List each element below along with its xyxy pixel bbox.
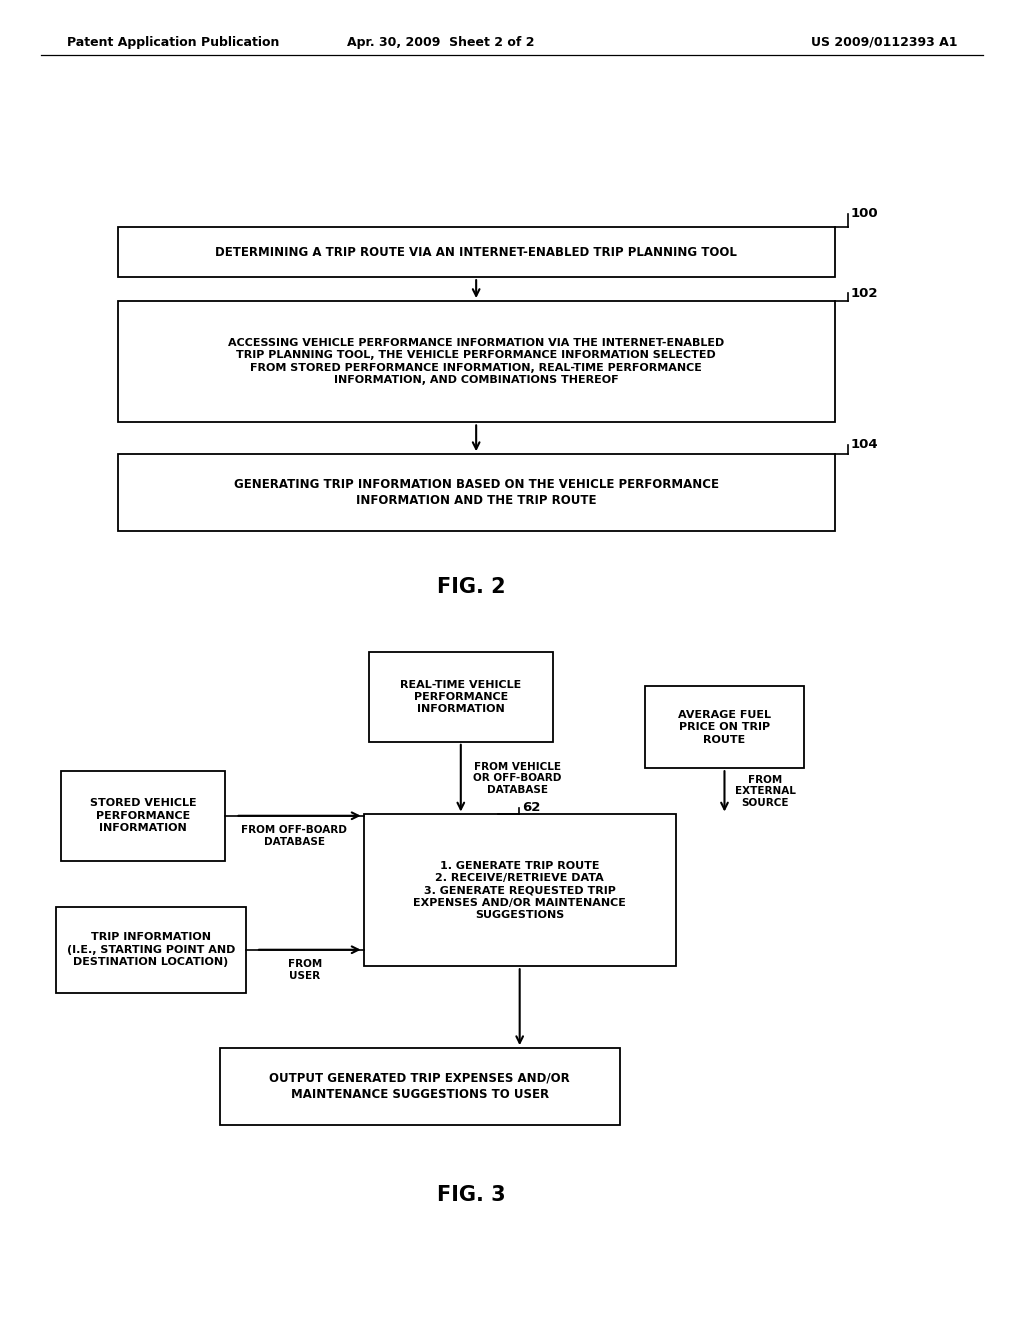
Text: REAL-TIME VEHICLE
PERFORMANCE
INFORMATION: REAL-TIME VEHICLE PERFORMANCE INFORMATIO…: [400, 680, 521, 714]
Text: FROM OFF-BOARD
DATABASE: FROM OFF-BOARD DATABASE: [242, 825, 347, 846]
Text: DETERMINING A TRIP ROUTE VIA AN INTERNET-ENABLED TRIP PLANNING TOOL: DETERMINING A TRIP ROUTE VIA AN INTERNET…: [215, 246, 737, 259]
Text: 102: 102: [851, 286, 879, 300]
Text: US 2009/0112393 A1: US 2009/0112393 A1: [811, 36, 957, 49]
Bar: [118, 454, 835, 531]
Text: FROM
EXTERNAL
SOURCE: FROM EXTERNAL SOURCE: [735, 775, 796, 808]
Text: FIG. 2: FIG. 2: [436, 577, 506, 597]
Text: 1. GENERATE TRIP ROUTE
2. RECEIVE/RETRIEVE DATA
3. GENERATE REQUESTED TRIP
EXPEN: 1. GENERATE TRIP ROUTE 2. RECEIVE/RETRIE…: [414, 861, 626, 920]
Text: AVERAGE FUEL
PRICE ON TRIP
ROUTE: AVERAGE FUEL PRICE ON TRIP ROUTE: [678, 710, 771, 744]
Text: GENERATING TRIP INFORMATION BASED ON THE VEHICLE PERFORMANCE
INFORMATION AND THE: GENERATING TRIP INFORMATION BASED ON THE…: [233, 478, 719, 507]
Text: Patent Application Publication: Patent Application Publication: [67, 36, 279, 49]
Text: OUTPUT GENERATED TRIP EXPENSES AND/OR
MAINTENANCE SUGGESTIONS TO USER: OUTPUT GENERATED TRIP EXPENSES AND/OR MA…: [269, 1072, 570, 1101]
Bar: [645, 686, 804, 768]
Text: Apr. 30, 2009  Sheet 2 of 2: Apr. 30, 2009 Sheet 2 of 2: [346, 36, 535, 49]
Text: FROM
USER: FROM USER: [288, 958, 322, 981]
Bar: [364, 814, 676, 966]
Bar: [56, 907, 246, 993]
Text: FIG. 3: FIG. 3: [436, 1185, 506, 1205]
Bar: [118, 227, 835, 277]
Text: 100: 100: [851, 207, 879, 220]
Text: STORED VEHICLE
PERFORMANCE
INFORMATION: STORED VEHICLE PERFORMANCE INFORMATION: [90, 799, 197, 833]
Bar: [118, 301, 835, 422]
Text: 62: 62: [522, 801, 541, 814]
Bar: [220, 1048, 620, 1125]
Text: FROM VEHICLE
OR OFF-BOARD
DATABASE: FROM VEHICLE OR OFF-BOARD DATABASE: [473, 762, 561, 795]
Bar: [369, 652, 553, 742]
Bar: [61, 771, 225, 861]
Text: TRIP INFORMATION
(I.E., STARTING POINT AND
DESTINATION LOCATION): TRIP INFORMATION (I.E., STARTING POINT A…: [67, 932, 236, 968]
Text: 104: 104: [851, 438, 879, 451]
Text: ACCESSING VEHICLE PERFORMANCE INFORMATION VIA THE INTERNET-ENABLED
TRIP PLANNING: ACCESSING VEHICLE PERFORMANCE INFORMATIO…: [228, 338, 724, 385]
